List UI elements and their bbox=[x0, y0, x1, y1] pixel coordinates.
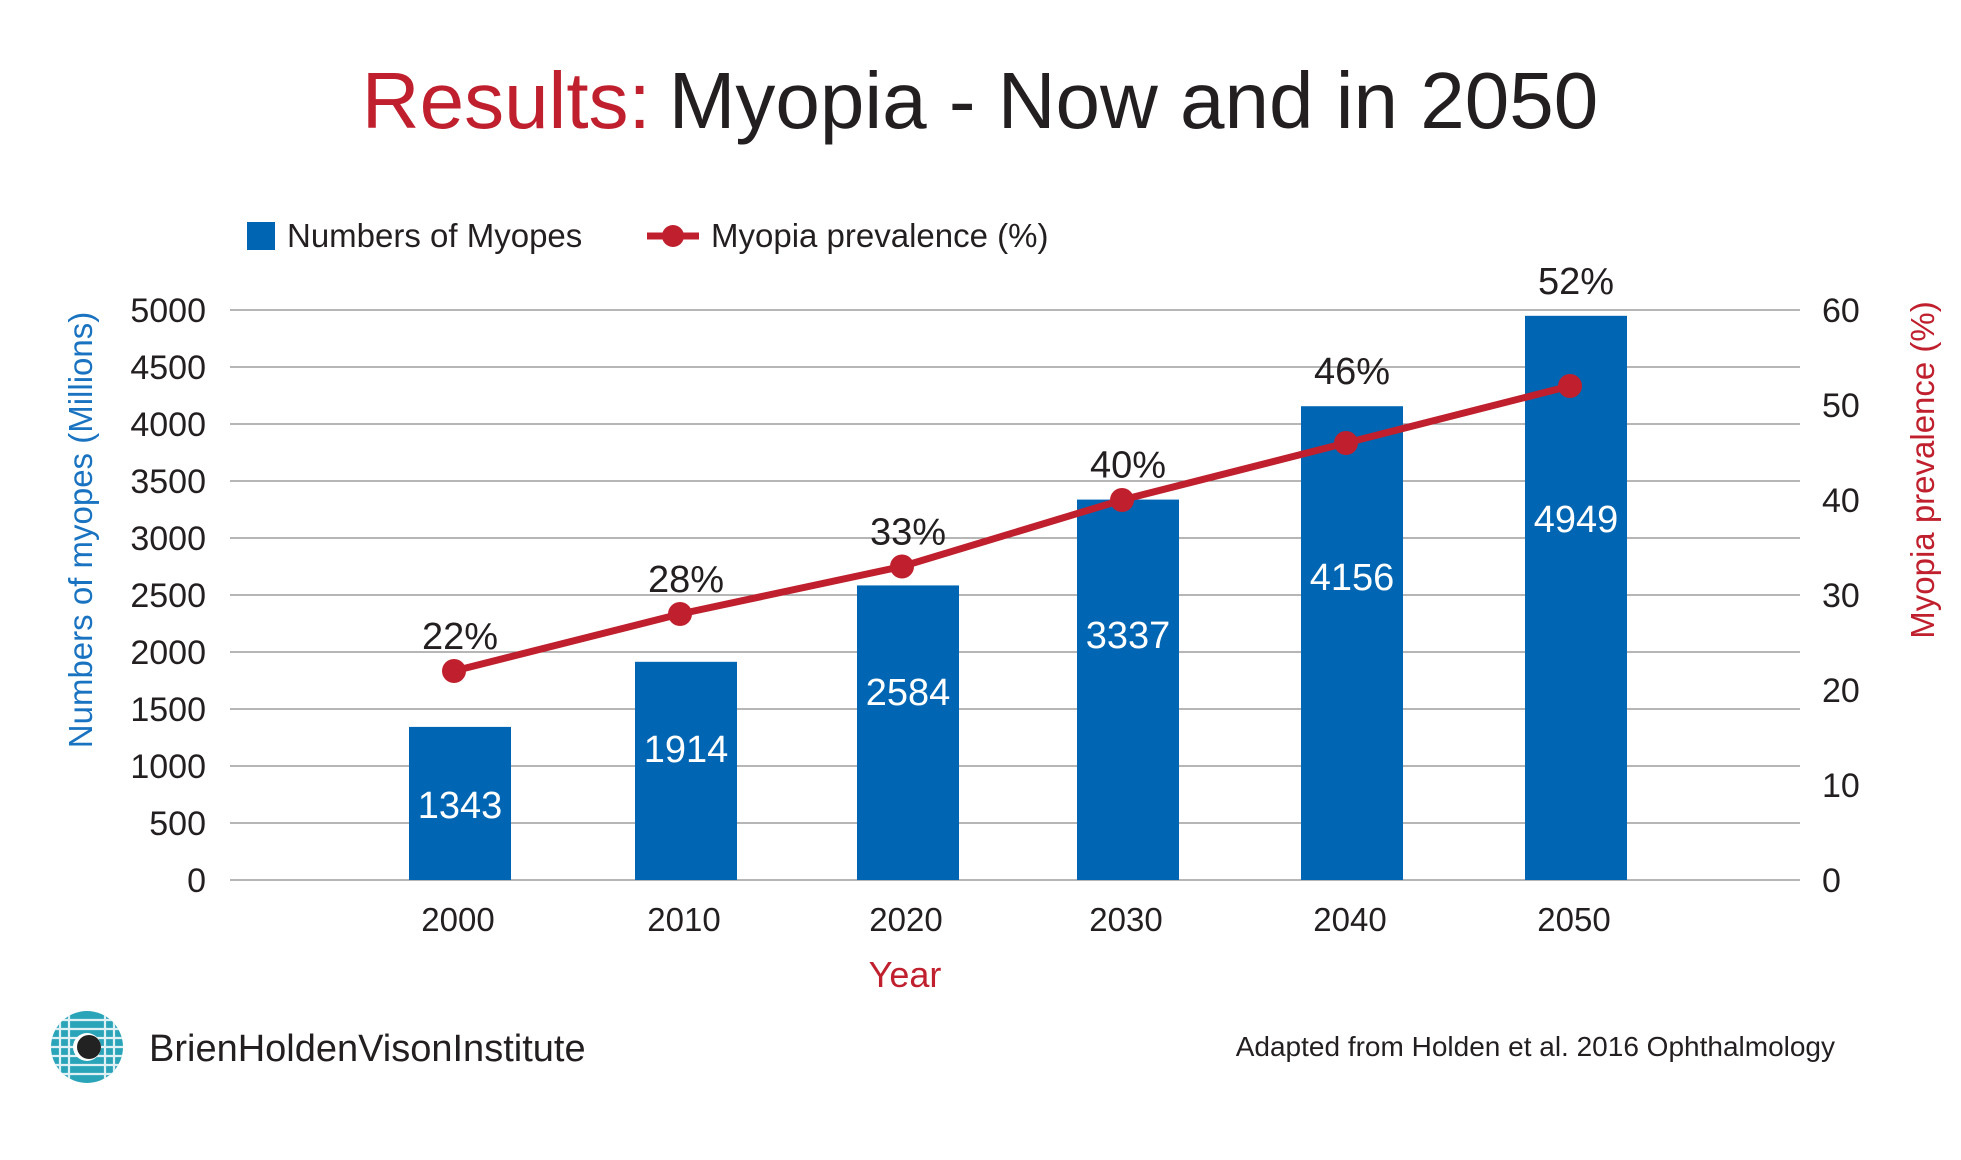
y-axis-right-label: Myopia prevalence (%) bbox=[1904, 301, 1941, 638]
y-left-tick-label: 500 bbox=[149, 805, 206, 843]
prevalence-point bbox=[442, 659, 466, 683]
bar-labels: 1343 1914 2584 3337 4156 4949 bbox=[418, 499, 1619, 827]
y-left-tick-label: 5000 bbox=[130, 292, 206, 330]
bar-value-label: 4156 bbox=[1310, 557, 1395, 599]
prevalence-labels: 22% 28% 33% 40% 46% 52% bbox=[422, 261, 1614, 658]
y-right-tick-label: 30 bbox=[1822, 577, 1860, 615]
x-tick-label: 2000 bbox=[421, 901, 494, 938]
bar bbox=[409, 726, 511, 880]
legend-bar-label: Numbers of Myopes bbox=[287, 217, 582, 254]
bar bbox=[635, 661, 737, 880]
bar-value-label: 3337 bbox=[1086, 615, 1171, 657]
title-rest: Myopia - Now and in 2050 bbox=[669, 56, 1598, 145]
y-left-tick-label: 3500 bbox=[130, 463, 206, 501]
legend-bar-swatch bbox=[247, 222, 275, 250]
bar-value-label: 4949 bbox=[1534, 499, 1619, 541]
prevalence-value-label: 40% bbox=[1090, 445, 1166, 487]
legend-line-label: Myopia prevalence (%) bbox=[711, 217, 1048, 254]
brand-logo-icon bbox=[51, 1011, 123, 1083]
y-left-tick-label: 1000 bbox=[130, 748, 206, 786]
bars bbox=[409, 315, 1627, 881]
brand-name: BrienHoldenVisonInstitute bbox=[149, 1028, 586, 1070]
left-axis-ticks: 0 500 1000 1500 2000 2500 3000 3500 4000 4500 5000 bbox=[130, 292, 206, 900]
prevalence-value-label: 28% bbox=[648, 559, 724, 601]
prevalence-value-label: 52% bbox=[1538, 261, 1614, 303]
prevalence-point bbox=[1558, 374, 1582, 398]
prevalence-series-line bbox=[453, 382, 1571, 675]
prevalence-value-label: 46% bbox=[1314, 351, 1390, 393]
y-right-tick-label: 10 bbox=[1822, 767, 1860, 805]
x-axis-label: Year bbox=[869, 954, 942, 995]
bar bbox=[857, 585, 959, 880]
right-axis-ticks: 0 10 20 30 40 50 60 bbox=[1822, 292, 1860, 900]
bar-value-label: 1343 bbox=[418, 785, 503, 827]
legend-line-marker bbox=[662, 225, 684, 247]
prevalence-point bbox=[668, 602, 692, 626]
page-title: Results: Myopia - Now and in 2050 bbox=[362, 56, 1598, 145]
y-left-tick-label: 0 bbox=[187, 862, 206, 900]
prevalence-point bbox=[1334, 431, 1358, 455]
bar bbox=[1301, 406, 1403, 880]
y-right-tick-label: 60 bbox=[1822, 292, 1860, 330]
bar-value-label: 2584 bbox=[866, 672, 951, 714]
y-right-tick-label: 20 bbox=[1822, 672, 1860, 710]
x-tick-label: 2030 bbox=[1089, 901, 1162, 938]
y-left-tick-label: 2000 bbox=[130, 634, 206, 672]
bar bbox=[1525, 315, 1627, 881]
x-tick-label: 2020 bbox=[869, 901, 942, 938]
y-right-tick-label: 0 bbox=[1822, 862, 1841, 900]
y-left-tick-label: 4500 bbox=[130, 349, 206, 387]
y-right-tick-label: 50 bbox=[1822, 387, 1860, 425]
title-accent: Results: bbox=[362, 56, 651, 145]
y-axis-left-label: Numbers of myopes (Millions) bbox=[62, 312, 99, 748]
x-tick-label: 2050 bbox=[1537, 901, 1610, 938]
bar bbox=[1077, 499, 1179, 880]
source-note: Adapted from Holden et al. 2016 Ophthalm… bbox=[1236, 1031, 1835, 1062]
x-tick-label: 2040 bbox=[1313, 901, 1386, 938]
prevalence-line bbox=[442, 374, 1582, 683]
y-right-tick-label: 40 bbox=[1822, 482, 1860, 520]
x-axis-ticks: 2000 2010 2020 2030 2040 2050 bbox=[421, 901, 1610, 938]
bar-value-label: 1914 bbox=[644, 729, 729, 771]
prevalence-point bbox=[890, 554, 914, 579]
x-tick-label: 2010 bbox=[647, 901, 720, 938]
y-left-tick-label: 3000 bbox=[130, 520, 206, 558]
y-left-tick-label: 4000 bbox=[130, 406, 206, 444]
y-left-tick-label: 1500 bbox=[130, 691, 206, 729]
prevalence-point bbox=[1110, 488, 1134, 512]
prevalence-value-label: 22% bbox=[422, 616, 498, 658]
legend: Numbers of Myopes Myopia prevalence (%) bbox=[247, 217, 1048, 254]
prevalence-value-label: 33% bbox=[870, 512, 946, 554]
y-left-tick-label: 2500 bbox=[130, 577, 206, 615]
